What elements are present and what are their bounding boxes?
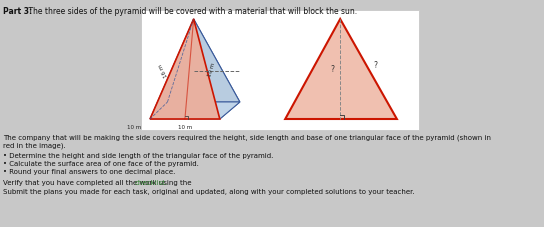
Text: Submit the plans you made for each task, original and updated, along with your c: Submit the plans you made for each task,…	[3, 188, 415, 194]
Text: • Determine the height and side length of the triangular face of the pyramid.: • Determine the height and side length o…	[3, 152, 274, 158]
Text: 10 m: 10 m	[127, 124, 141, 129]
Text: 10 m: 10 m	[178, 124, 192, 129]
Polygon shape	[150, 103, 240, 119]
Text: • Round your final answers to one decimal place.: • Round your final answers to one decima…	[3, 168, 176, 174]
Polygon shape	[150, 20, 220, 119]
Polygon shape	[194, 20, 240, 119]
Text: ?: ?	[374, 61, 378, 70]
Text: Verify that you have completed all the work using the: Verify that you have completed all the w…	[3, 179, 194, 185]
Text: ?: ?	[330, 65, 334, 74]
Polygon shape	[150, 20, 194, 119]
Text: checklist.: checklist.	[134, 179, 168, 185]
FancyBboxPatch shape	[141, 11, 419, 131]
Text: 10 m: 10 m	[207, 62, 217, 77]
Polygon shape	[285, 20, 397, 119]
Text: • Calculate the surface area of one face of the pyramid.: • Calculate the surface area of one face…	[3, 160, 199, 166]
Text: 16 m: 16 m	[158, 62, 169, 77]
Text: The company that will be making the side covers required the height, side length: The company that will be making the side…	[3, 134, 491, 141]
Text: red in the image).: red in the image).	[3, 142, 66, 149]
Polygon shape	[168, 20, 240, 103]
Text: The three sides of the pyramid will be covered with a material that will block t: The three sides of the pyramid will be c…	[26, 7, 357, 16]
Text: Part 3:: Part 3:	[3, 7, 33, 16]
